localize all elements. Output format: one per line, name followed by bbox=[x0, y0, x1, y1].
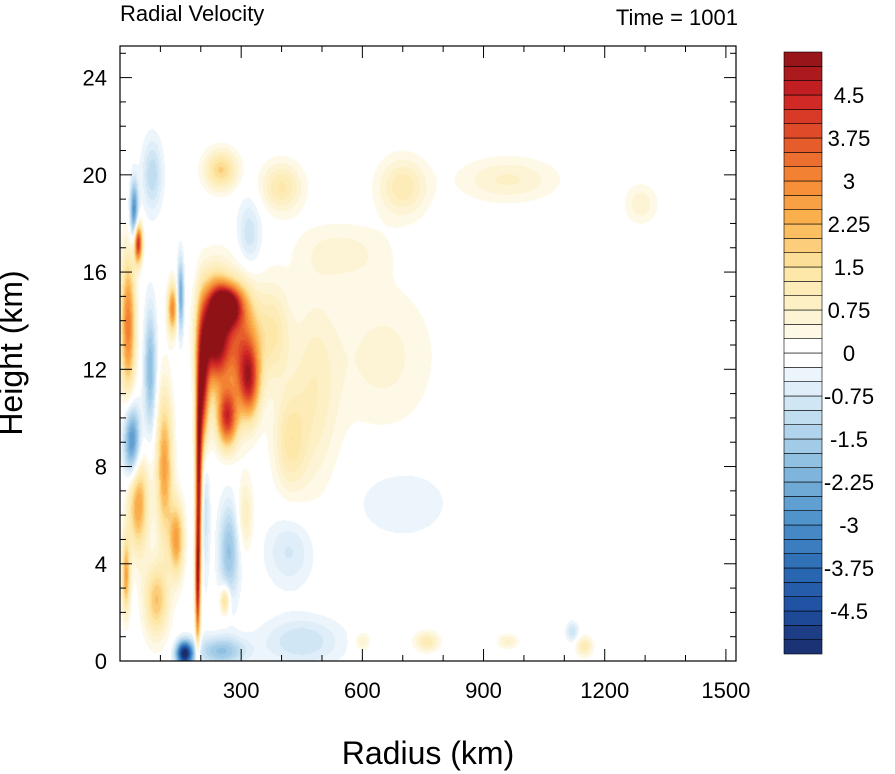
colorbar-bin bbox=[783, 166, 823, 182]
y-tick-label: 12 bbox=[83, 357, 107, 382]
colorbar-label: -3 bbox=[839, 513, 859, 538]
plot-frame bbox=[119, 45, 737, 662]
colorbar-bin bbox=[783, 625, 823, 640]
colorbar-bin bbox=[783, 209, 823, 225]
colorbar-label: -2.25 bbox=[824, 470, 874, 495]
colorbar-bin bbox=[783, 481, 823, 497]
colorbar-bin bbox=[783, 567, 823, 583]
y-tick-label: 0 bbox=[95, 649, 107, 674]
x-axis-tick-labels: 300 600 900 1200 1500 bbox=[223, 678, 751, 703]
colorbar-bin bbox=[783, 123, 823, 139]
y-axis-ticks bbox=[120, 52, 736, 638]
colorbar-bin bbox=[783, 152, 823, 167]
colorbar-bin bbox=[783, 596, 823, 612]
title-right: Time = 1001 bbox=[616, 5, 738, 30]
x-tick-label: 1500 bbox=[701, 678, 750, 703]
y-axis-tick-labels: 0 4 8 12 16 20 24 bbox=[83, 66, 107, 674]
colorbar-bin bbox=[783, 338, 823, 354]
colorbar-bin bbox=[783, 410, 823, 425]
colorbar-label: -0.75 bbox=[824, 384, 874, 409]
colorbar-bin bbox=[783, 51, 823, 67]
y-tick-label: 20 bbox=[83, 163, 107, 188]
colorbar-bin bbox=[783, 324, 823, 339]
colorbar-bin bbox=[783, 610, 823, 626]
colorbar-bin bbox=[783, 582, 823, 597]
colorbar-label: 0.75 bbox=[828, 298, 871, 323]
colorbar-bin bbox=[783, 467, 823, 483]
x-axis-label: Radius (km) bbox=[342, 735, 514, 771]
x-tick-label: 300 bbox=[223, 678, 260, 703]
y-tick-label: 8 bbox=[95, 455, 107, 480]
colorbar-bin bbox=[783, 66, 823, 81]
colorbar-bin bbox=[783, 496, 823, 511]
y-tick-label: 16 bbox=[83, 260, 107, 285]
colorbar-labels: 4.5 3.75 3 2.25 1.5 0.75 0 -0.75 -1.5 -2.25 -3 -3.7… bbox=[824, 83, 874, 624]
colorbar-bin bbox=[783, 94, 823, 110]
title-left: Radial Velocity bbox=[120, 1, 264, 26]
colorbar-label: 3.75 bbox=[828, 126, 871, 151]
colorbar-bin bbox=[783, 539, 823, 554]
colorbar-bin bbox=[783, 438, 823, 454]
colorbar-bin bbox=[783, 223, 823, 239]
colorbar-bin bbox=[783, 180, 823, 196]
colorbar-bin bbox=[783, 352, 823, 368]
colorbar-bin bbox=[783, 381, 823, 397]
colorbar-bin bbox=[783, 80, 823, 96]
colorbar-label: -3.75 bbox=[824, 556, 874, 581]
x-tick-label: 1200 bbox=[580, 678, 629, 703]
colorbar-bin bbox=[783, 252, 823, 268]
y-tick-label: 24 bbox=[83, 66, 107, 91]
x-tick-label: 600 bbox=[344, 678, 381, 703]
x-tick-label: 900 bbox=[465, 678, 502, 703]
colorbar-bin bbox=[783, 553, 823, 569]
colorbar-bin bbox=[783, 281, 823, 296]
colorbar-bin bbox=[783, 195, 823, 210]
colorbar-label: -4.5 bbox=[830, 599, 868, 624]
x-axis-ticks bbox=[159, 46, 727, 661]
colorbar-bin bbox=[783, 137, 823, 153]
velocity-heatmap bbox=[120, 46, 736, 661]
plot-area bbox=[119, 45, 737, 662]
colorbar-label: 0 bbox=[843, 341, 855, 366]
colorbar-bin bbox=[783, 639, 823, 655]
colorbar-label: 1.5 bbox=[834, 255, 865, 280]
colorbar-label: 4.5 bbox=[834, 83, 865, 108]
y-axis-label: Height (km) bbox=[0, 270, 29, 435]
colorbar bbox=[783, 51, 823, 655]
colorbar-bin bbox=[783, 395, 823, 411]
colorbar-label: -1.5 bbox=[830, 427, 868, 452]
colorbar-bin bbox=[783, 238, 823, 253]
y-tick-label: 4 bbox=[95, 552, 107, 577]
colorbar-bin bbox=[783, 309, 823, 325]
colorbar-bin bbox=[783, 510, 823, 526]
colorbar-label: 2.25 bbox=[828, 212, 871, 237]
colorbar-bin bbox=[783, 367, 823, 382]
colorbar-bin bbox=[783, 109, 823, 124]
colorbar-bin bbox=[783, 266, 823, 282]
colorbar-bin bbox=[783, 524, 823, 540]
colorbar-bin bbox=[783, 424, 823, 440]
colorbar-label: 3 bbox=[843, 169, 855, 194]
colorbar-bin bbox=[783, 295, 823, 311]
colorbar-bin bbox=[783, 453, 823, 468]
